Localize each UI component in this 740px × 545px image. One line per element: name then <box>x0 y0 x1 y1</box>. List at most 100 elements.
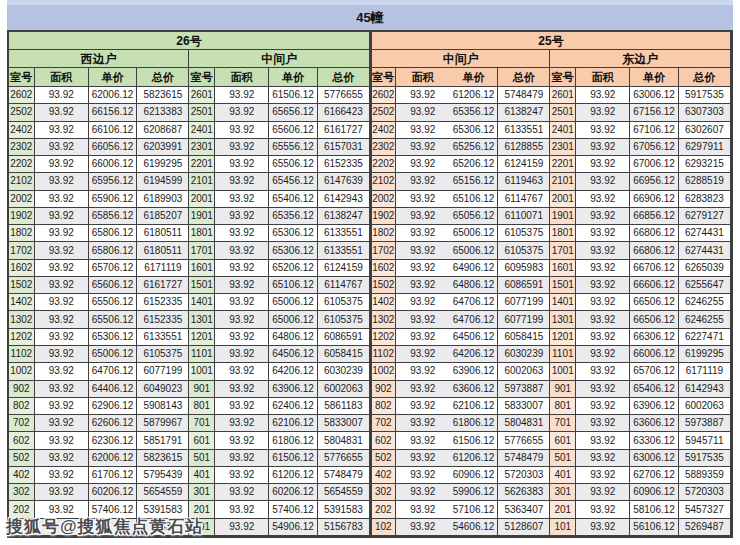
total-price-cell: 6185207 <box>137 208 189 225</box>
room-number-cell: 1802 <box>9 225 35 242</box>
total-price-cell: 6147639 <box>318 173 370 190</box>
unit-header-1: 中间户 <box>189 50 370 68</box>
unit-price-cell: 64506.12 <box>269 346 317 363</box>
room-number-cell: 1802 <box>370 225 396 242</box>
area-cell: 93.92 <box>576 467 630 484</box>
room-number-cell: 2202 <box>370 156 396 173</box>
total-price-cell: 5945711 <box>679 432 731 449</box>
room-number-cell: 1901 <box>550 208 576 225</box>
room-number-cell: 1002 <box>9 363 35 380</box>
unit-price-cell: 65356.12 <box>269 208 317 225</box>
total-price-cell: 6246255 <box>679 311 731 328</box>
room-number-cell: 2202 <box>9 156 35 173</box>
unit-price-cell: 65906.12 <box>89 191 137 208</box>
total-price-cell: 6058415 <box>498 329 550 346</box>
total-price-cell: 6152335 <box>137 311 189 328</box>
unit-price-cell: 63606.12 <box>450 381 498 398</box>
total-price-cell: 6124159 <box>498 156 550 173</box>
total-price-cell: 6166423 <box>318 104 370 121</box>
total-price-cell: 5363407 <box>498 501 550 518</box>
room-number-cell: 901 <box>550 381 576 398</box>
room-number-cell <box>9 519 35 536</box>
total-price-cell: 6180511 <box>137 242 189 259</box>
unit-price-cell: 61506.12 <box>450 432 498 449</box>
unit-price-cell: 61206.12 <box>450 450 498 467</box>
total-price-cell: 5128607 <box>498 519 550 536</box>
room-number-cell: 1801 <box>189 225 215 242</box>
area-cell: 93.92 <box>576 191 630 208</box>
unit-price-cell: 65306.12 <box>89 329 137 346</box>
room-number-cell: 901 <box>189 381 215 398</box>
area-cell: 93.92 <box>396 277 450 294</box>
total-price-cell: 6133551 <box>498 122 550 139</box>
unit-price-cell: 61206.12 <box>450 87 498 104</box>
area-cell: 93.92 <box>35 415 89 432</box>
room-number-cell: 1101 <box>189 346 215 363</box>
unit-price-cell: 62006.12 <box>89 450 137 467</box>
area-cell: 93.92 <box>576 501 630 518</box>
total-price-cell: 6128855 <box>498 139 550 156</box>
unit-price-cell: 60206.12 <box>89 484 137 501</box>
total-price-cell: 6105375 <box>498 242 550 259</box>
unit-price-cell: 65206.12 <box>269 260 317 277</box>
total-price-cell: 5861183 <box>318 398 370 415</box>
unit-price-cell: 61206.12 <box>269 467 317 484</box>
area-cell: 93.92 <box>576 260 630 277</box>
room-number-cell: 2602 <box>370 87 396 104</box>
room-number-cell: 2201 <box>189 156 215 173</box>
total-price-cell: 6133551 <box>137 329 189 346</box>
unit-price-cell: 58106.12 <box>630 501 678 518</box>
area-cell: 93.92 <box>576 208 630 225</box>
area-cell: 93.92 <box>396 156 450 173</box>
room-number-cell: 301 <box>189 484 215 501</box>
room-number-cell: 1101 <box>550 346 576 363</box>
total-price-cell: 6077199 <box>498 294 550 311</box>
building-header-25号: 25号 <box>370 32 731 50</box>
unit-price-cell: 54906.12 <box>269 519 317 536</box>
unit-price-cell: 65406.12 <box>630 381 678 398</box>
unit-price-cell: 62606.12 <box>89 415 137 432</box>
total-price-cell: 6255647 <box>679 277 731 294</box>
area-cell: 93.92 <box>215 501 269 518</box>
total-price-cell: 6105375 <box>498 225 550 242</box>
area-cell: 93.92 <box>576 484 630 501</box>
area-cell: 93.92 <box>396 260 450 277</box>
room-number-cell: 1602 <box>9 260 35 277</box>
column-header: 总价 <box>679 68 731 87</box>
room-number-cell: 1701 <box>189 242 215 259</box>
unit-price-cell: 66806.12 <box>630 242 678 259</box>
total-price-cell: 5973887 <box>498 381 550 398</box>
room-number-cell: 1401 <box>189 294 215 311</box>
room-number-cell: 2102 <box>370 173 396 190</box>
unit-price-cell: 63906.12 <box>269 381 317 398</box>
unit-price-cell: 65256.12 <box>450 139 498 156</box>
area-cell: 93.92 <box>35 363 89 380</box>
area-cell: 93.92 <box>396 432 450 449</box>
room-number-cell: 902 <box>9 381 35 398</box>
total-price-cell: 6049023 <box>137 381 189 398</box>
unit-price-cell: 66506.12 <box>630 294 678 311</box>
unit-price-cell: 61806.12 <box>269 432 317 449</box>
unit-price-cell: 62106.12 <box>450 398 498 415</box>
area-cell: 93.92 <box>576 277 630 294</box>
unit-price-cell: 65456.12 <box>269 173 317 190</box>
total-price-cell: 5654559 <box>318 484 370 501</box>
room-number-cell: 1001 <box>189 363 215 380</box>
area-cell: 93.92 <box>576 415 630 432</box>
unit-header-3: 东边户 <box>550 50 731 68</box>
column-header: 单价 <box>450 68 498 87</box>
unit-price-cell: 65406.12 <box>269 191 317 208</box>
room-number-cell: 1702 <box>370 242 396 259</box>
area-cell: 93.92 <box>215 208 269 225</box>
unit-price-cell: 64706.12 <box>450 294 498 311</box>
area-cell: 93.92 <box>396 173 450 190</box>
total-price-cell: 6114767 <box>318 277 370 294</box>
area-cell: 93.92 <box>576 398 630 415</box>
area-cell: 93.92 <box>576 173 630 190</box>
unit-price-cell: 63906.12 <box>450 363 498 380</box>
room-number-cell: 1102 <box>9 346 35 363</box>
room-number-cell: 2001 <box>550 191 576 208</box>
room-number-cell: 1102 <box>370 346 396 363</box>
room-number-cell: 2401 <box>550 122 576 139</box>
area-cell: 93.92 <box>35 432 89 449</box>
